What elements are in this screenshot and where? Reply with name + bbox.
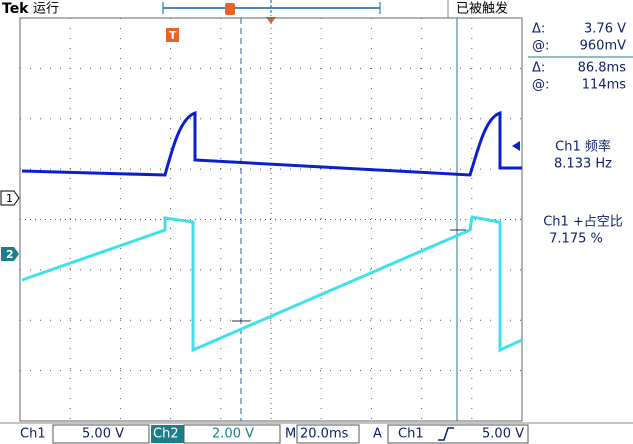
- trigger-level: 5.00 V: [482, 427, 524, 442]
- ch2-scale-box: [183, 424, 281, 444]
- cursor-delta-label: Δ:: [532, 61, 545, 76]
- ch1-scale: 5.00 V: [82, 427, 124, 442]
- graticule: [20, 18, 522, 421]
- trigger-source: Ch1: [398, 427, 424, 442]
- cursor-delta-label: Δ:: [532, 22, 545, 37]
- ch1-waveform: [21, 110, 522, 177]
- cursor-at-label: @:: [532, 39, 549, 54]
- trigger-box: [387, 424, 529, 444]
- trigger-edge-icon: [438, 427, 454, 441]
- time-label: M: [285, 427, 296, 442]
- ch2-waveform: [21, 215, 523, 353]
- measurement-value: 8.133 Hz: [554, 157, 612, 172]
- ch2-label: Ch2: [153, 427, 179, 442]
- trigger-marker-label: T: [169, 29, 177, 42]
- record-position: [225, 3, 235, 15]
- ch2-marker-label: 2: [6, 248, 14, 261]
- trigger-status: 已被触发: [456, 1, 508, 17]
- time-scale-box: [296, 424, 360, 444]
- ch2-marker: [1, 247, 19, 261]
- measurement-value: 7.175 %: [549, 232, 603, 247]
- trigger-label: A: [373, 427, 382, 442]
- ch1-label: Ch1: [20, 427, 46, 442]
- cursor-delta: 3.76 V: [584, 22, 626, 37]
- brand: Tek: [2, 1, 29, 17]
- ch1-marker-label: 1: [6, 192, 13, 205]
- trigger-marker: [166, 28, 179, 42]
- time-scale: 20.0ms: [300, 427, 349, 442]
- ch2-label-box: [151, 425, 184, 443]
- run-state: 运行: [33, 2, 59, 17]
- ch1-marker: [0, 190, 20, 206]
- ch2-scale: 2.00 V: [212, 427, 254, 442]
- cursor-at: 114ms: [582, 78, 626, 93]
- graticule-border: [19, 17, 523, 422]
- trigger-position: [266, 17, 276, 24]
- cursor-at-label: @:: [532, 78, 549, 93]
- ch1-scale-box: [52, 424, 150, 444]
- measurement-label: Ch1 +占空比: [543, 215, 623, 230]
- cursor-at: 960mV: [580, 39, 626, 54]
- trigger-level-marker: [512, 141, 520, 151]
- measurement-label: Ch1 频率: [555, 139, 611, 155]
- cursor-delta: 86.8ms: [578, 61, 627, 76]
